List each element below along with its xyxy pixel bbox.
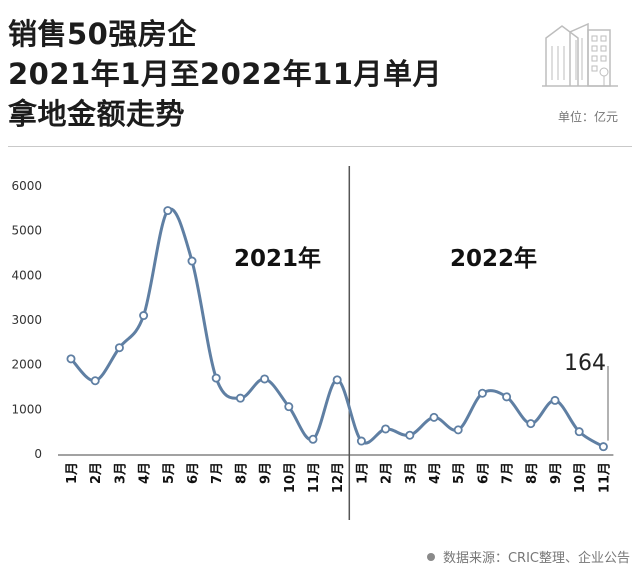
unit-label: 单位：亿元 xyxy=(557,110,618,124)
y-tick-label: 6000 xyxy=(11,179,42,193)
dot-icon xyxy=(426,553,435,561)
data-point xyxy=(356,436,366,446)
data-points xyxy=(66,206,608,452)
x-tick-label: 1月 xyxy=(65,462,80,484)
y-axis: 0 1000 2000 3000 4000 5000 6000 xyxy=(11,179,42,461)
x-tick-label: 2月 xyxy=(380,462,395,484)
title-line-2: 2021年1月至2022年11月单月 xyxy=(8,57,442,91)
x-tick-label: 7月 xyxy=(210,462,225,484)
x-tick-label: 2月 xyxy=(89,462,104,484)
annotation-label: 164 xyxy=(564,351,606,376)
x-tick-label: 11月 xyxy=(597,462,612,493)
x-tick-label: 3月 xyxy=(404,462,419,484)
source-text: 数据来源：CRIC整理、企业公告 xyxy=(442,551,630,566)
data-point xyxy=(284,402,294,412)
building-icon xyxy=(542,22,618,87)
source-note: 数据来源：CRIC整理、企业公告 xyxy=(426,547,630,566)
data-point xyxy=(526,419,536,429)
data-point xyxy=(260,374,270,384)
x-tick-label: 11月 xyxy=(307,462,322,493)
data-point xyxy=(211,373,221,383)
data-point xyxy=(574,427,584,437)
x-tick-label: 5月 xyxy=(452,462,467,484)
series-line xyxy=(69,207,605,448)
data-point xyxy=(332,375,342,385)
data-point xyxy=(163,206,173,216)
x-tick-label: 3月 xyxy=(113,462,128,484)
y-tick-label: 5000 xyxy=(11,224,42,238)
data-point xyxy=(235,393,245,403)
x-tick-label: 6月 xyxy=(186,462,201,484)
x-tick-label: 7月 xyxy=(501,462,516,484)
x-tick-label: 4月 xyxy=(138,462,153,484)
x-tick-label: 8月 xyxy=(525,462,540,484)
data-point xyxy=(405,430,415,440)
data-point xyxy=(114,343,124,353)
y-tick-label: 1000 xyxy=(11,402,42,416)
y-tick-label: 2000 xyxy=(11,358,42,372)
data-point xyxy=(381,424,391,434)
data-point xyxy=(502,392,512,402)
data-point xyxy=(453,425,463,435)
x-tick-label: 10月 xyxy=(573,462,588,493)
title-line-3: 拿地金额走势 xyxy=(8,97,186,131)
year-label-2022: 2022年 xyxy=(450,245,537,272)
title-line-1: 销售50强房企 xyxy=(8,17,197,51)
data-point xyxy=(308,434,318,444)
x-tick-label: 4月 xyxy=(428,462,443,484)
x-tick-label: 5月 xyxy=(162,462,177,484)
y-tick-label: 4000 xyxy=(11,268,42,282)
data-point xyxy=(477,388,487,398)
data-point xyxy=(139,311,149,321)
data-point xyxy=(90,376,100,386)
data-point xyxy=(429,412,439,422)
x-axis: 1月 2月 3月 4月 5月 6月 7月 8月 9月 10月 11月 12月 1月 2月 3月 4月 5月 6月 7… xyxy=(58,454,614,493)
year-label-2021: 2021年 xyxy=(234,245,321,272)
x-tick-label: 8月 xyxy=(234,462,249,484)
chart-title: 销售50强房企 2021年1月至2022年11月单月 拿地金额走势 xyxy=(8,14,442,134)
x-tick-label: 9月 xyxy=(549,462,564,484)
data-point xyxy=(187,256,197,266)
y-tick-label: 3000 xyxy=(11,313,42,327)
x-tick-label: 6月 xyxy=(476,462,491,484)
x-tick-label: 1月 xyxy=(355,462,370,484)
x-tick-label: 12月 xyxy=(331,462,346,493)
header-divider xyxy=(8,146,632,147)
data-point xyxy=(66,354,76,364)
data-point xyxy=(598,442,608,452)
y-tick-label: 0 xyxy=(34,447,42,461)
data-point xyxy=(550,395,560,405)
x-tick-label: 10月 xyxy=(283,462,298,493)
x-tick-label: 9月 xyxy=(259,462,274,484)
